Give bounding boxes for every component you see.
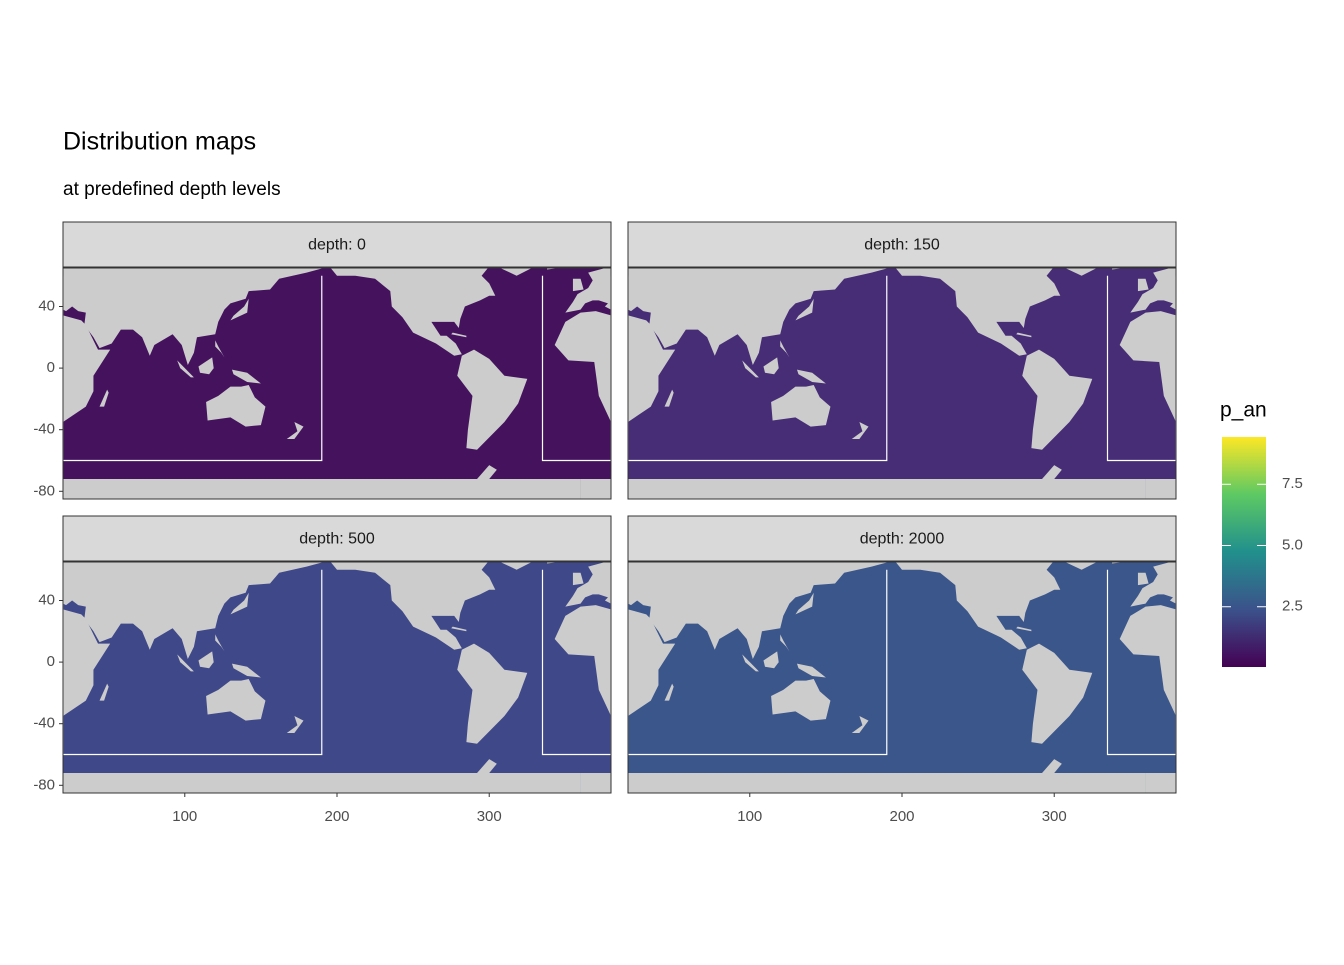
y-tick-label: 0: [47, 653, 55, 670]
strip: [627, 515, 1177, 562]
strip-label: depth: 500: [299, 531, 375, 548]
chart-subtitle: at predefined depth levels: [63, 179, 281, 200]
colorbar: [1222, 437, 1266, 667]
chart-title: Distribution maps: [63, 128, 256, 156]
map-panel: [628, 562, 1177, 793]
y-tick-label: -80: [33, 776, 55, 793]
colorbar-label: 7.5: [1282, 475, 1303, 492]
panel-border: [62, 267, 612, 500]
region-boundary: [63, 570, 322, 755]
x-tick-label: 100: [737, 808, 762, 825]
colorbar-label: 2.5: [1282, 598, 1303, 615]
region-boundary: [543, 276, 612, 461]
x-tick-label: 200: [324, 808, 349, 825]
colorbar-label: 5.0: [1282, 536, 1303, 553]
map-panel: [628, 268, 1177, 499]
region-boundary: [1108, 570, 1177, 755]
x-tick-label: 300: [1042, 808, 1067, 825]
strip: [62, 221, 612, 268]
map-panel: [63, 562, 612, 793]
y-tick-label: 40: [38, 297, 55, 314]
region-boundary: [1108, 276, 1177, 461]
y-tick-label: -80: [33, 482, 55, 499]
strip: [62, 515, 612, 562]
x-tick-label: 200: [889, 808, 914, 825]
y-tick-label: -40: [33, 421, 55, 438]
x-tick-label: 300: [477, 808, 502, 825]
region-boundary: [63, 276, 322, 461]
map-panel: [63, 268, 612, 499]
y-tick-label: -40: [33, 715, 55, 732]
strip-label: depth: 0: [308, 237, 366, 254]
strip-label: depth: 150: [864, 237, 940, 254]
y-tick-label: 40: [38, 591, 55, 608]
panel-border: [627, 267, 1177, 500]
strip-label: depth: 2000: [860, 531, 945, 548]
region-boundary: [628, 570, 887, 755]
x-tick-label: 100: [172, 808, 197, 825]
region-boundary: [628, 276, 887, 461]
legend-title: p_an: [1220, 399, 1267, 422]
strip: [627, 221, 1177, 268]
y-tick-label: 0: [47, 359, 55, 376]
region-boundary: [543, 570, 612, 755]
